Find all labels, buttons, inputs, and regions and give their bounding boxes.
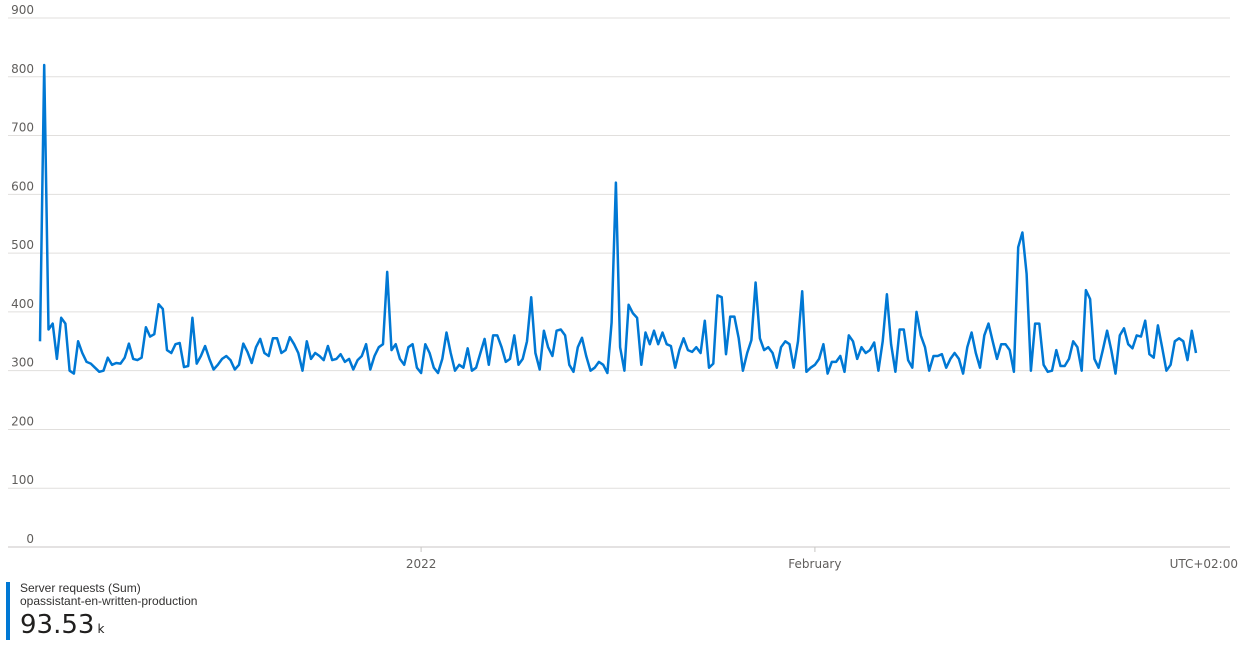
line-chart: 900 800 700 600 500 400 300 200 100 0 2022 Februar… xyxy=(8,3,1238,571)
y-tick-label: 800 xyxy=(11,62,34,76)
y-tick-label: 900 xyxy=(11,3,34,17)
y-tick-label: 500 xyxy=(11,238,34,252)
y-tick-label: 400 xyxy=(11,297,34,311)
timezone-label: UTC+02:00 xyxy=(1170,557,1238,571)
y-axis-tick-labels: 900 800 700 600 500 400 300 200 100 0 xyxy=(11,3,34,546)
y-tick-label: 300 xyxy=(11,356,34,370)
legend-total-value: 93.53 xyxy=(20,610,95,640)
series-lines[interactable] xyxy=(38,63,1198,375)
y-tick-label: 600 xyxy=(11,179,34,193)
legend-total-unit: k xyxy=(97,622,105,636)
y-tick-label: 0 xyxy=(26,532,34,546)
x-tick-label: 2022 xyxy=(406,557,437,571)
x-axis-tick-labels: 2022 February xyxy=(406,547,841,571)
x-tick-label: February xyxy=(788,557,841,571)
legend-value-row: 93.53 k xyxy=(20,610,197,640)
y-tick-label: 100 xyxy=(11,473,34,487)
y-tick-label: 700 xyxy=(11,121,34,135)
legend-metric-name: Server requests (Sum) xyxy=(20,581,141,595)
series-line-server-requests[interactable] xyxy=(38,63,1198,375)
legend-resource-name: opassistant-en-written-production xyxy=(20,594,198,608)
legend-color-swatch xyxy=(6,582,10,640)
legend-text: Server requests (Sum) opassistant-en-wri… xyxy=(20,581,198,641)
y-tick-label: 200 xyxy=(11,414,34,428)
